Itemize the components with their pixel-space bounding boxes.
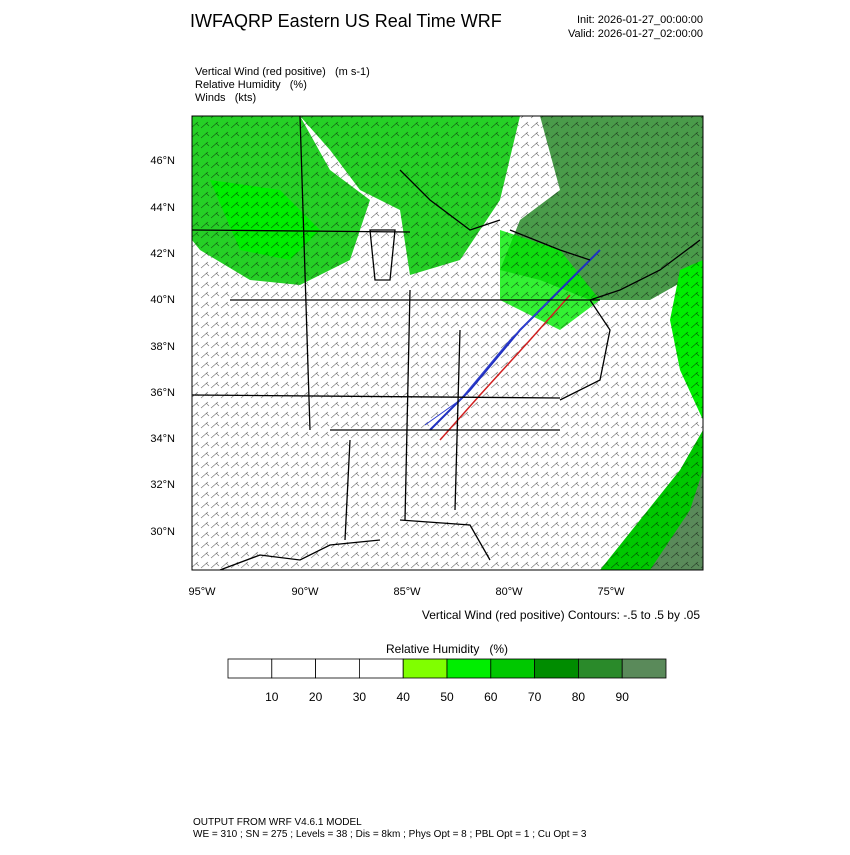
valid-time: Valid: 2026-01-27_02:00:00 (568, 28, 703, 40)
lat-label: 44°N (150, 202, 175, 214)
title: IWFAQRP Eastern US Real Time WRF (190, 11, 502, 31)
lat-label: 34°N (150, 433, 175, 445)
lon-label: 90°W (291, 586, 319, 598)
colorbar-cell (227, 658, 273, 679)
init-time: Init: 2026-01-27_00:00:00 (577, 14, 703, 26)
lat-label: 36°N (150, 387, 175, 399)
map-area (192, 116, 703, 570)
colorbar-title: Relative Humidity (%) (386, 642, 508, 656)
colorbar-label: 30 (353, 690, 367, 704)
colorbar-label: 80 (572, 690, 586, 704)
lat-label: 38°N (150, 341, 175, 353)
field-label: Winds (kts) (195, 92, 256, 104)
colorbar: 10 20 30 40 50 60 70 80 90 (227, 658, 667, 704)
colorbar-cell (534, 658, 579, 679)
lat-label: 30°N (150, 526, 175, 538)
colorbar-cell (358, 658, 404, 679)
lat-label: 46°N (150, 155, 175, 167)
colorbar-cell (621, 658, 667, 679)
lat-labels: 46°N 44°N 42°N 40°N 38°N 36°N 34°N 32°N … (150, 155, 175, 538)
lat-label: 40°N (150, 294, 175, 306)
colorbar-label: 20 (309, 690, 323, 704)
lon-label: 95°W (188, 586, 216, 598)
colorbar-cell (446, 658, 492, 679)
lon-label: 85°W (393, 586, 421, 598)
lon-labels: 95°W 90°W 85°W 80°W 75°W (188, 586, 625, 598)
lat-label: 32°N (150, 479, 175, 491)
colorbar-cell (578, 658, 623, 679)
lat-label: 42°N (150, 248, 175, 260)
field-label: Vertical Wind (red positive) (m s-1) (195, 66, 370, 78)
lon-label: 75°W (597, 586, 625, 598)
colorbar-label: 50 (440, 690, 454, 704)
colorbar-cell (271, 658, 316, 679)
field-label: Relative Humidity (%) (195, 79, 307, 91)
footer-line: WE = 310 ; SN = 275 ; Levels = 38 ; Dis … (193, 829, 587, 840)
contour-note: Vertical Wind (red positive) Contours: -… (422, 608, 700, 622)
colorbar-cell (402, 658, 448, 679)
lon-label: 80°W (495, 586, 523, 598)
colorbar-label: 90 (616, 690, 630, 704)
colorbar-cell (490, 658, 535, 679)
colorbar-label: 60 (484, 690, 498, 704)
colorbar-label: 70 (528, 690, 542, 704)
colorbar-label: 40 (397, 690, 411, 704)
footer-line: OUTPUT FROM WRF V4.6.1 MODEL (193, 817, 362, 828)
colorbar-cell (315, 658, 360, 679)
colorbar-label: 10 (265, 690, 279, 704)
map-frame (191, 115, 704, 571)
